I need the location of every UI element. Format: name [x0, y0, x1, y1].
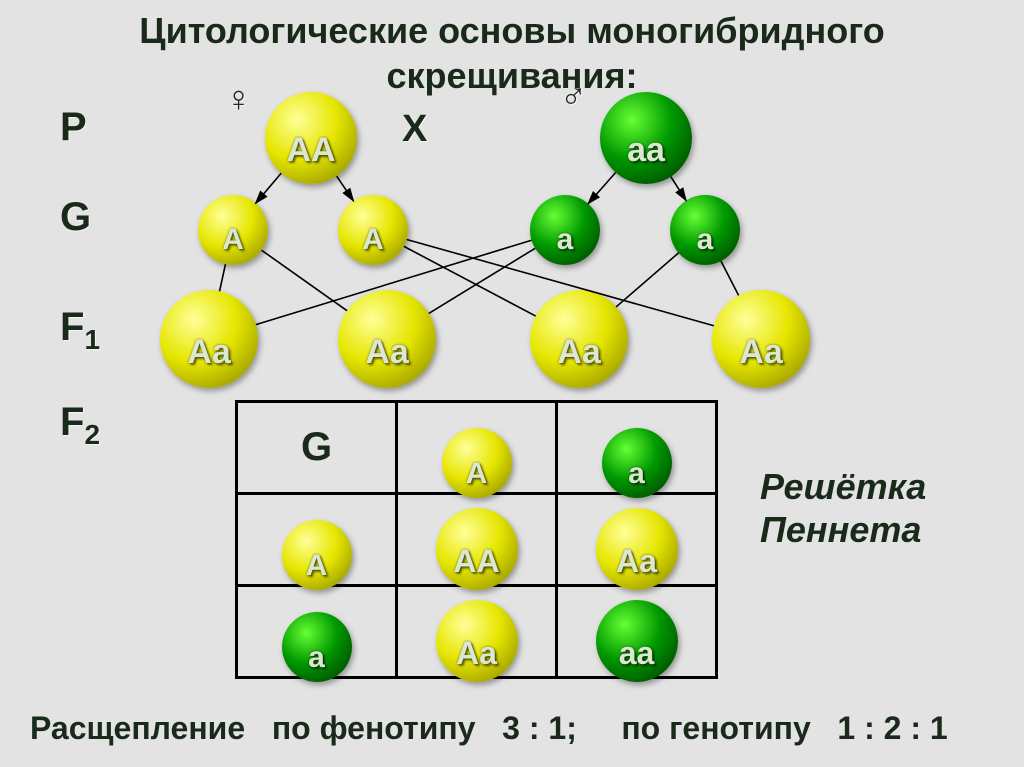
gender-symbol-1: ♂ — [560, 74, 587, 116]
punnett-offspring-1-1: aa — [596, 600, 678, 682]
punnett-offspring-0-1: Aa — [596, 508, 678, 590]
f1-label-0: Aa — [187, 333, 230, 372]
gamete-label-1: A — [362, 223, 384, 257]
punnett-row-header-0: A — [237, 494, 397, 586]
edge-4 — [220, 264, 226, 291]
parent-label-1: aa — [627, 131, 665, 170]
f1-label-2: Aa — [557, 333, 600, 372]
row-label-1: G — [60, 195, 91, 240]
gamete-sphere-2: a — [530, 195, 600, 265]
edge-10 — [616, 253, 678, 307]
punnett-col-header-0: A — [397, 402, 557, 494]
parent-sphere-1: aa — [600, 92, 692, 184]
punnett-cell-0-1: Aa — [557, 494, 717, 586]
edge-2 — [588, 173, 615, 204]
f1-sphere-1: Aa — [338, 290, 436, 388]
punnett-row-gamete-0: A — [282, 520, 352, 590]
punnett-col-gamete-0: A — [442, 428, 512, 498]
parent-sphere-0: AA — [265, 92, 357, 184]
punnett-g-label: G — [237, 402, 397, 494]
row-label-0: P — [60, 105, 87, 150]
punnett-col-header-1: a — [557, 402, 717, 494]
gamete-label-2: a — [557, 223, 574, 257]
f1-sphere-3: Aa — [712, 290, 810, 388]
edge-5 — [262, 250, 347, 310]
row-label-2: F1 — [60, 305, 100, 356]
gamete-label-0: A — [222, 223, 244, 257]
punnett-offspring-0-0: AA — [436, 508, 518, 590]
punnett-caption: РешёткаПеннета — [760, 465, 926, 551]
punnett-col-gamete-1: a — [602, 428, 672, 498]
gamete-sphere-0: A — [198, 195, 268, 265]
punnett-row-header-1: a — [237, 586, 397, 678]
edge-1 — [337, 176, 354, 201]
parent-label-0: AA — [286, 131, 335, 170]
edge-11 — [721, 261, 739, 295]
page-title: Цитологические основы моногибридногоскре… — [0, 0, 1024, 98]
f1-sphere-2: Aa — [530, 290, 628, 388]
gamete-label-3: a — [697, 223, 714, 257]
cross-symbol: X — [402, 108, 427, 151]
edge-9 — [429, 248, 535, 313]
segregation-ratio: Расщепление по фенотипу 3 : 1; по геноти… — [0, 710, 1024, 747]
punnett-row-gamete-1: a — [282, 612, 352, 682]
punnett-cell-0-0: AA — [397, 494, 557, 586]
punnett-offspring-1-0: Aa — [436, 600, 518, 682]
edge-0 — [256, 173, 282, 203]
punnett-cell-1-1: aa — [557, 586, 717, 678]
edge-3 — [671, 177, 686, 201]
punnett-square: GAaAAAAaaAaaa — [235, 400, 718, 679]
gender-symbol-0: ♀ — [225, 78, 252, 120]
f1-label-1: Aa — [365, 333, 408, 372]
gamete-sphere-3: a — [670, 195, 740, 265]
row-label-3: F2 — [60, 400, 100, 451]
punnett-cell-1-0: Aa — [397, 586, 557, 678]
gamete-sphere-1: A — [338, 195, 408, 265]
f1-label-3: Aa — [739, 333, 782, 372]
f1-sphere-0: Aa — [160, 290, 258, 388]
